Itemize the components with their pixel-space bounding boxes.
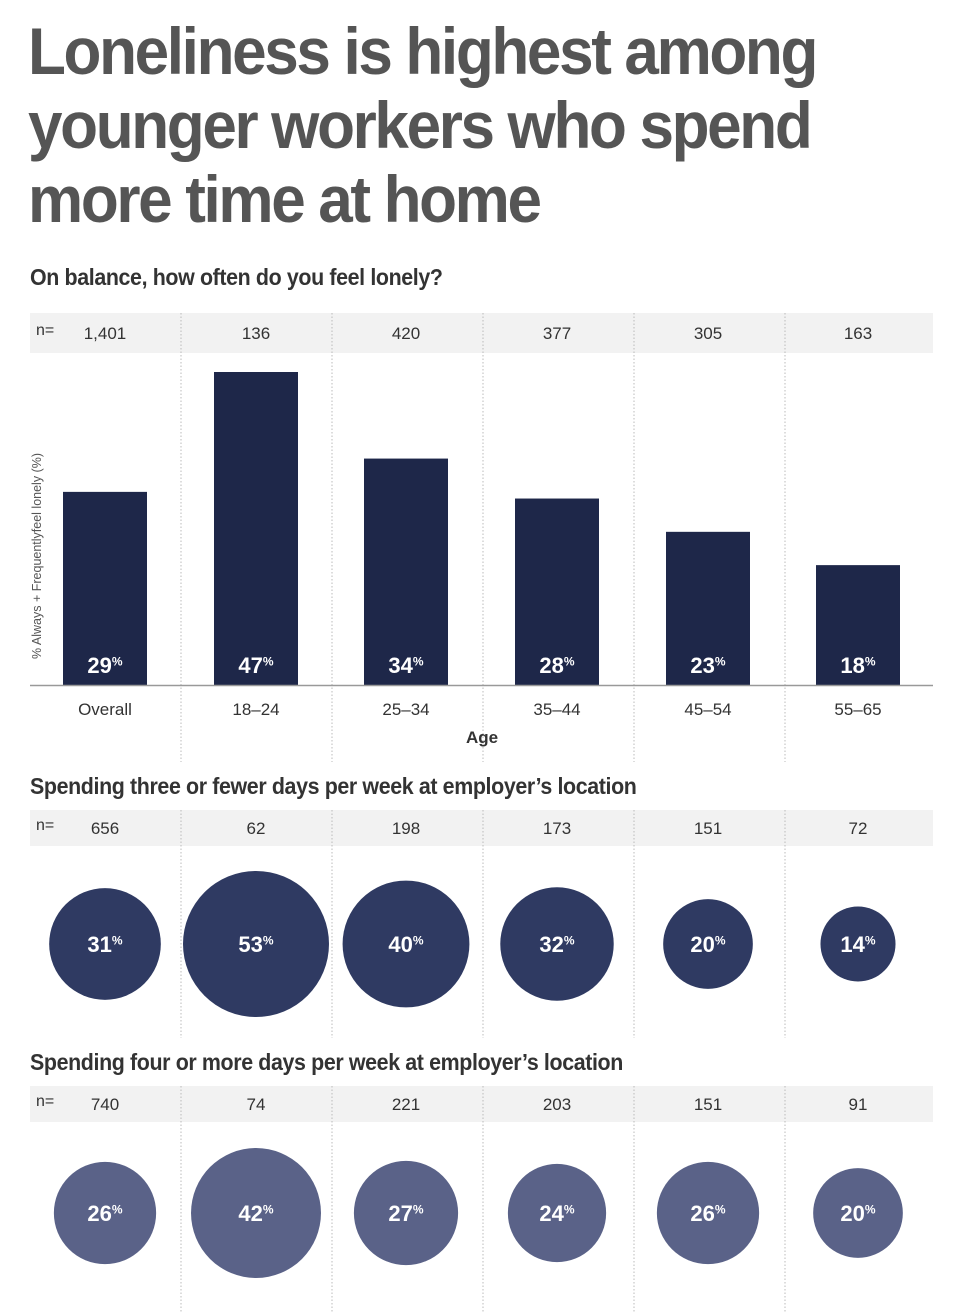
bubble-three-or-fewer-n-value: 656: [91, 819, 119, 838]
bubble-chart-three-or-fewer-title: Spending three or fewer days per week at…: [30, 773, 637, 799]
bubble-four-or-more-bubble-1: [191, 1148, 321, 1278]
bar-1: [214, 372, 298, 685]
bubble-four-or-more-n-band: [30, 1086, 933, 1122]
bar-chart-n-value: 136: [242, 324, 270, 343]
bubble-three-or-fewer-bubble-value-label: 32%: [539, 932, 574, 957]
bubble-three-or-fewer-bubble-value-label: 20%: [690, 932, 725, 957]
bubble-three-or-fewer-bubble-0: [49, 888, 161, 1000]
bubble-three-or-fewer-n-value: 62: [247, 819, 266, 838]
bubble-four-or-more-bubble-2: [353, 1160, 459, 1266]
x-tick-label: 25–34: [382, 700, 429, 719]
bar-0: [63, 491, 147, 685]
bar-chart-n-value: 305: [694, 324, 722, 343]
bubble-three-or-fewer-bubble-3: [500, 887, 614, 1001]
bubble-three-or-fewer-bubble-value-label: 31%: [87, 932, 122, 957]
bubble-three-or-fewer-n-prefix: n=: [36, 817, 54, 834]
bar-3: [515, 498, 599, 685]
bubble-four-or-more-bubble-0: [53, 1161, 157, 1265]
bubble-three-or-fewer-n-value: 173: [543, 819, 571, 838]
bar-5: [816, 565, 900, 685]
bubble-three-or-fewer-n-band: [30, 810, 933, 846]
bubble-four-or-more-bubble-value-label: 20%: [840, 1201, 875, 1226]
bar-chart-n-value: 163: [844, 324, 872, 343]
bubble-four-or-more-bubble-value-label: 26%: [690, 1201, 725, 1226]
bar-chart-n-prefix: n=: [36, 322, 54, 339]
bubble-four-or-more-n-value: 91: [849, 1095, 868, 1114]
bar-value-label: 23%: [690, 653, 725, 678]
bar-value-label: 34%: [388, 653, 423, 678]
bubble-three-or-fewer-bubble-2: [342, 880, 470, 1008]
bubble-three-or-fewer-n-value: 151: [694, 819, 722, 838]
bubble-four-or-more-n-value: 221: [392, 1095, 420, 1114]
bubble-three-or-fewer-bubble-value-label: 14%: [840, 932, 875, 957]
bar-chart-title: On balance, how often do you feel lonely…: [30, 264, 443, 290]
page-title: Loneliness is highest among younger work…: [28, 14, 818, 236]
bubble-four-or-more-bubble-3: [507, 1163, 607, 1263]
bubble-chart-four-or-more-title: Spending four or more days per week at e…: [30, 1049, 623, 1075]
bubble-four-or-more-bubble-value-label: 27%: [388, 1201, 423, 1226]
bar-4: [666, 531, 750, 685]
bubble-four-or-more-bubble-value-label: 26%: [87, 1201, 122, 1226]
bar-value-label: 47%: [238, 653, 273, 678]
bubble-three-or-fewer-bubble-5: [820, 906, 896, 982]
bar-value-label: 29%: [87, 653, 122, 678]
bubble-four-or-more-n-value: 740: [91, 1095, 119, 1114]
bubble-four-or-more-bubble-value-label: 24%: [539, 1201, 574, 1226]
x-tick-label: 45–54: [684, 700, 731, 719]
bubble-four-or-more-bubble-4: [656, 1161, 760, 1265]
bubble-four-or-more-n-value: 151: [694, 1095, 722, 1114]
bubble-three-or-fewer-bubble-value-label: 53%: [238, 932, 273, 957]
x-tick-label: 35–44: [533, 700, 580, 719]
y-axis-title: % Always + Frequentlyfeel lonely (%): [30, 453, 44, 659]
bar-chart-n-value: 1,401: [84, 324, 127, 343]
bubble-three-or-fewer-n-value: 72: [849, 819, 868, 838]
bubble-four-or-more-n-value: 203: [543, 1095, 571, 1114]
x-axis-title: Age: [466, 728, 498, 747]
bubble-four-or-more-n-value: 74: [247, 1095, 266, 1114]
bar-chart-n-band: [30, 313, 933, 353]
bubble-four-or-more-n-prefix: n=: [36, 1093, 54, 1110]
bar-chart-n-value: 377: [543, 324, 571, 343]
x-tick-label: 18–24: [232, 700, 279, 719]
bubble-three-or-fewer-bubble-1: [183, 871, 329, 1017]
bar-2: [364, 458, 448, 685]
bubble-four-or-more-bubble-value-label: 42%: [238, 1201, 273, 1226]
bubble-three-or-fewer-n-value: 198: [392, 819, 420, 838]
x-tick-label: Overall: [78, 700, 132, 719]
bubble-three-or-fewer-bubble-value-label: 40%: [388, 932, 423, 957]
x-tick-label: 55–65: [834, 700, 881, 719]
bar-chart-n-value: 420: [392, 324, 420, 343]
bubble-four-or-more-bubble-5: [813, 1168, 903, 1258]
bar-value-label: 18%: [840, 653, 875, 678]
bubble-three-or-fewer-bubble-4: [663, 899, 753, 989]
bar-value-label: 28%: [539, 653, 574, 678]
